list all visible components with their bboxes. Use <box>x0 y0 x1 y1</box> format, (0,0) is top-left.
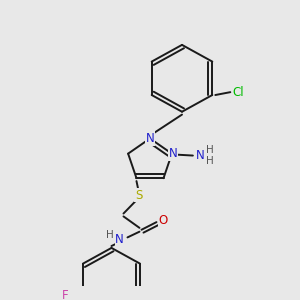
Text: H: H <box>206 156 214 166</box>
Text: Cl: Cl <box>232 86 244 99</box>
Text: N: N <box>115 233 124 246</box>
Text: O: O <box>159 214 168 227</box>
Text: H: H <box>106 230 113 241</box>
Text: H: H <box>206 145 214 155</box>
Text: N: N <box>146 132 154 145</box>
Text: N: N <box>169 147 177 160</box>
Text: F: F <box>61 289 68 300</box>
Text: S: S <box>135 189 142 202</box>
Text: N: N <box>196 149 204 162</box>
